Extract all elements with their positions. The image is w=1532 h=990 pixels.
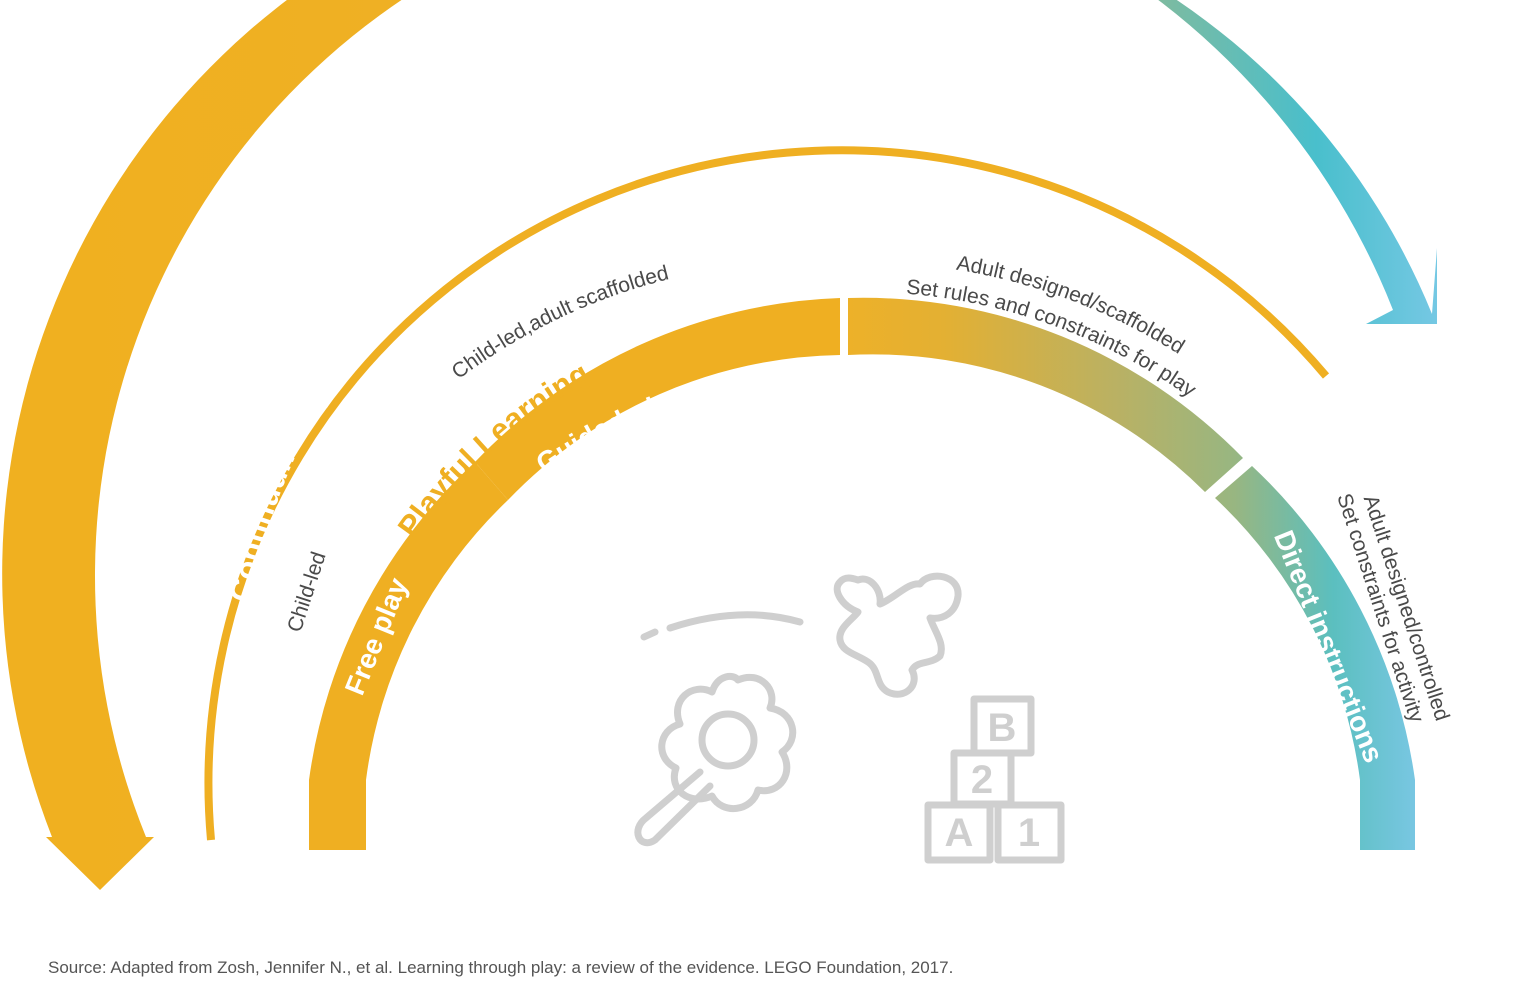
rattle-icon: [634, 672, 797, 846]
block-letter-b: B: [988, 706, 1017, 750]
source-citation: Source: Adapted from Zosh, Jennifer N., …: [48, 958, 954, 977]
segment-free-play: [309, 462, 508, 850]
dashed-arc-icon: [640, 611, 804, 641]
block-number-1: 1: [1018, 811, 1040, 855]
segment-games: [848, 297, 1243, 492]
segment-direct-instructions: [1215, 466, 1415, 850]
block-number-2: 2: [971, 758, 993, 802]
free-play-note: Child-led: [283, 549, 330, 635]
toy-blocks-icon: B 2 A 1: [924, 695, 1065, 864]
puzzle-piece-icon: [833, 572, 962, 698]
playful-learning-line: [204, 146, 1330, 841]
block-letter-a: A: [945, 811, 974, 855]
segment-guided-play: [475, 298, 840, 500]
